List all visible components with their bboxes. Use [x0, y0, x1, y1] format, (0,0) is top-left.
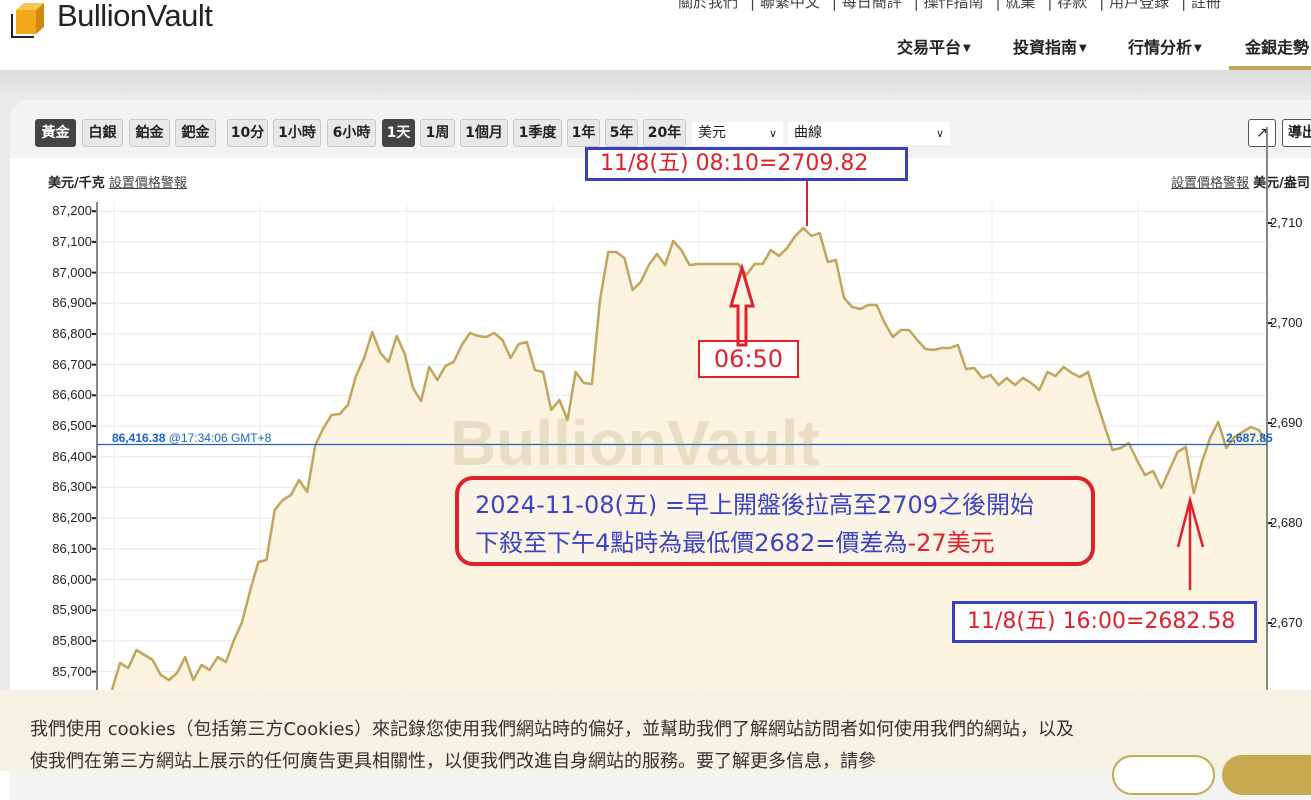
annotation-arrows: [0, 0, 1311, 771]
cookie-text: 我們使用 cookies（包括第三方Cookies）來記錄您使用我們網站時的偏好…: [30, 714, 1090, 778]
cookie-accept-button[interactable]: [1222, 755, 1311, 795]
cookie-settings-button[interactable]: [1112, 755, 1215, 795]
watermark: BullionVault: [450, 410, 820, 476]
arrow-up-icon: [731, 268, 753, 345]
